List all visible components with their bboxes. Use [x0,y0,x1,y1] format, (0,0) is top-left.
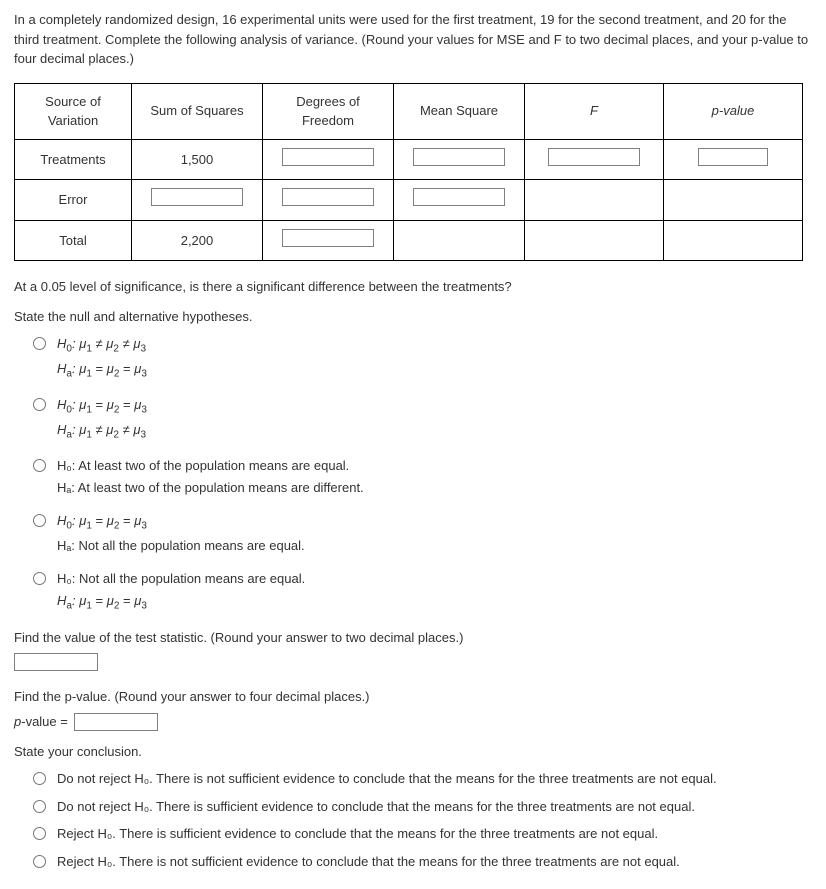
concl-radio-2[interactable] [33,800,46,813]
input-total-df[interactable] [282,229,374,247]
hyp2-ha: Ha: μ1 ≠ μ2 ≠ μ3 [57,420,147,443]
input-treatments-ms[interactable] [413,148,505,166]
question-conclusion: State your conclusion. [14,742,812,762]
concl-option-1[interactable]: Do not reject H₀. There is not sufficien… [28,769,812,789]
row-error: Error [15,180,803,221]
concl-text-3: Reject H₀. There is sufficient evidence … [57,824,658,844]
row-treatments: Treatments 1,500 [15,139,803,180]
header-p: p-value [664,83,803,139]
header-source: Source of Variation [15,83,132,139]
input-error-df[interactable] [282,188,374,206]
hyp-option-2[interactable]: H0: μ1 = μ2 = μ3 Ha: μ1 ≠ μ2 ≠ μ3 [28,395,812,442]
question-state-hypotheses: State the null and alternative hypothese… [14,307,812,327]
hyp1-ha: Ha: μ1 = μ2 = μ3 [57,359,147,382]
cell-error-f [525,180,664,221]
hypotheses-options: H0: μ1 ≠ μ2 ≠ μ3 Ha: μ1 = μ2 = μ3 H0: μ1… [28,334,812,614]
concl-option-3[interactable]: Reject H₀. There is sufficient evidence … [28,824,812,844]
header-ss: Sum of Squares [132,83,263,139]
row-total: Total 2,200 [15,220,803,261]
pvalue-label: p-value = [14,712,68,732]
hyp4-ha: Hₐ: Not all the population means are equ… [57,536,305,556]
concl-radio-3[interactable] [33,827,46,840]
question-pvalue: Find the p-value. (Round your answer to … [14,687,812,707]
concl-text-2: Do not reject H₀. There is sufficient ev… [57,797,695,817]
cell-treatments-ss: 1,500 [132,139,263,180]
input-treatments-df[interactable] [282,148,374,166]
input-treatments-f[interactable] [548,148,640,166]
hyp-option-3[interactable]: H₀: At least two of the population means… [28,456,812,497]
hyp5-ha: Ha: μ1 = μ2 = μ3 [57,591,305,614]
hyp-option-1[interactable]: H0: μ1 ≠ μ2 ≠ μ3 Ha: μ1 = μ2 = μ3 [28,334,812,381]
hyp-radio-2[interactable] [33,398,46,411]
hyp2-h0: H0: μ1 = μ2 = μ3 [57,395,147,418]
concl-option-2[interactable]: Do not reject H₀. There is sufficient ev… [28,797,812,817]
input-test-statistic[interactable] [14,653,98,671]
header-ms: Mean Square [394,83,525,139]
hyp-radio-4[interactable] [33,514,46,527]
hyp3-h0: H₀: At least two of the population means… [57,456,364,476]
cell-error-label: Error [15,180,132,221]
hyp-option-5[interactable]: H₀: Not all the population means are equ… [28,569,812,613]
cell-total-label: Total [15,220,132,261]
input-error-ms[interactable] [413,188,505,206]
header-f: F [525,83,664,139]
cell-total-ss: 2,200 [132,220,263,261]
concl-text-4: Reject H₀. There is not sufficient evide… [57,852,680,872]
question-significance: At a 0.05 level of significance, is ther… [14,277,812,297]
hyp-radio-3[interactable] [33,459,46,472]
hyp1-h0: H0: μ1 ≠ μ2 ≠ μ3 [57,334,147,357]
hyp5-h0: H₀: Not all the population means are equ… [57,569,305,589]
cell-total-ms [394,220,525,261]
cell-treatments-label: Treatments [15,139,132,180]
cell-total-p [664,220,803,261]
concl-option-4[interactable]: Reject H₀. There is not sufficient evide… [28,852,812,872]
header-df: Degrees of Freedom [263,83,394,139]
hyp3-ha: Hₐ: At least two of the population means… [57,478,364,498]
input-pvalue[interactable] [74,713,158,731]
hyp-radio-5[interactable] [33,572,46,585]
cell-error-p [664,180,803,221]
conclusion-options: Do not reject H₀. There is not sufficien… [28,769,812,871]
hyp-radio-1[interactable] [33,337,46,350]
hyp4-h0: H0: μ1 = μ2 = μ3 [57,511,305,534]
problem-prompt: In a completely randomized design, 16 ex… [14,10,812,69]
anova-table: Source of Variation Sum of Squares Degre… [14,83,803,262]
question-test-statistic: Find the value of the test statistic. (R… [14,628,812,648]
hyp-option-4[interactable]: H0: μ1 = μ2 = μ3 Hₐ: Not all the populat… [28,511,812,555]
concl-text-1: Do not reject H₀. There is not sufficien… [57,769,717,789]
input-error-ss[interactable] [151,188,243,206]
cell-total-f [525,220,664,261]
concl-radio-1[interactable] [33,772,46,785]
concl-radio-4[interactable] [33,855,46,868]
input-treatments-p[interactable] [698,148,768,166]
